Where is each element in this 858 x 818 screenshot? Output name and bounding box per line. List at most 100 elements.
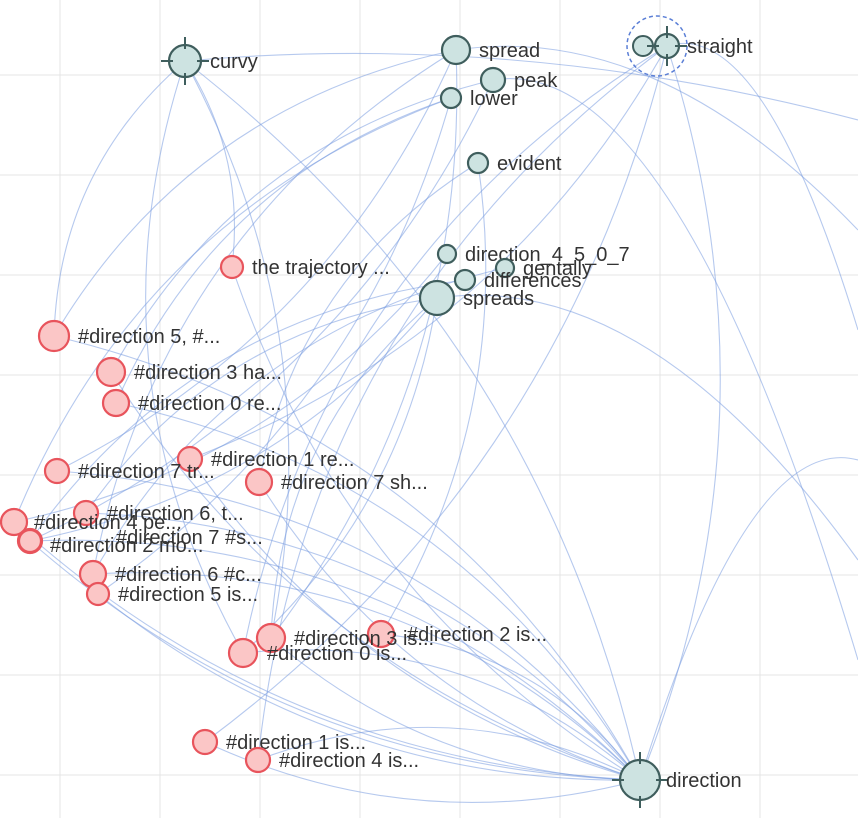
doc-node-label: #direction 4 is... [279, 750, 419, 772]
doc-node-label: #direction 7 sh... [281, 472, 428, 494]
doc-node-marker [244, 467, 274, 497]
edge-spreads-d10 [29, 297, 438, 542]
doc-node-d8[interactable]: #direction 6, t... [72, 499, 244, 527]
doc-node-marker [101, 388, 131, 418]
edge-differences-d11 [29, 279, 466, 542]
doc-node-d3[interactable]: #direction 3 ha... [95, 356, 282, 388]
doc-node-d4[interactable]: #direction 0 re... [101, 388, 281, 418]
doc-node-marker [366, 619, 396, 649]
edge-spread-d12 [92, 49, 457, 575]
doc-node-marker [227, 637, 259, 669]
edge-direction-d12 [92, 572, 641, 781]
edge-straight-direction [639, 45, 721, 781]
doc-node-d9[interactable]: #direction 4 pe... [0, 507, 182, 537]
term-node-spreads[interactable]: spreads [418, 279, 534, 317]
doc-node-marker [176, 445, 204, 473]
edge-spread-d2 [53, 49, 457, 337]
doc-node-d7[interactable]: #direction 7 sh... [244, 467, 428, 497]
term-node-marker [479, 66, 507, 94]
doc-node-d2[interactable]: #direction 5, #... [37, 319, 220, 353]
doc-node-d18[interactable]: #direction 4 is... [244, 746, 419, 774]
term-node-spread[interactable]: spread [440, 34, 540, 66]
doc-node-d13[interactable]: #direction 5 is... [85, 581, 258, 607]
edge-direction-d4 [115, 402, 641, 781]
doc-node-label: #direction 2 is... [407, 624, 547, 646]
edge-peak-d11 [29, 79, 494, 542]
doc-node-label: #direction 5, #... [78, 326, 220, 348]
edge-curvy-offscreen [184, 52, 858, 121]
doc-node-label: #direction 4 pe... [34, 512, 182, 534]
doc-node-d15[interactable]: #direction 3 is... [255, 622, 434, 654]
doc-node-d16[interactable]: #direction 0 is... [227, 637, 407, 669]
doc-node-marker [219, 254, 245, 280]
doc-node-d1[interactable]: the trajectory ... [219, 254, 390, 280]
term-node-marker [466, 151, 490, 175]
edge-curvy-d15 [184, 60, 290, 639]
edge-lower-d9 [13, 97, 452, 523]
edge-straight-offscreen [666, 42, 858, 331]
term-node-marker [440, 34, 472, 66]
term-node-marker [494, 257, 516, 279]
term-node-marker [436, 243, 458, 265]
doc-node-d6[interactable]: #direction 7 tr... [43, 457, 215, 485]
term-node-label: curvy [210, 51, 258, 73]
term-node-gentally[interactable]: gentally [494, 257, 592, 280]
edge-lower-d13 [97, 97, 452, 595]
edge-direction-d10 [29, 539, 641, 781]
doc-node-d5[interactable]: #direction 1 re... [176, 445, 354, 473]
doc-node-marker [72, 499, 100, 527]
term-node-marker [418, 279, 456, 317]
doc-node-d12[interactable]: #direction 6 #c... [78, 559, 262, 589]
term-node-differences[interactable]: differences [453, 268, 581, 292]
doc-node-marker [85, 581, 111, 607]
doc-node-marker [255, 622, 287, 654]
edge-curvy-direction [184, 60, 641, 781]
edge-direction-d1 [231, 266, 641, 781]
edge-direction-d14 [380, 633, 641, 781]
doc-node-label: #direction 6, t... [107, 503, 244, 525]
node-layer: the trajectory ... #direction 5, #... #dir… [0, 15, 753, 808]
edge-straight-d16 [242, 45, 668, 654]
edge-peak-d3 [110, 79, 494, 373]
edge-spread-d6 [56, 49, 457, 472]
doc-node-label: #direction 5 is... [118, 584, 258, 606]
edge-lower-d4 [115, 97, 452, 404]
term-node-straight[interactable]: straight [626, 15, 753, 77]
term-node-peak[interactable]: peak [479, 66, 558, 94]
doc-node-marker [244, 746, 272, 774]
edge-curvy-d2 [53, 60, 186, 337]
doc-node-label: #direction 6 #c... [115, 564, 262, 586]
term-node-direction[interactable]: direction [612, 752, 742, 808]
edge-spreads-d15 [270, 297, 438, 639]
term-node-evident[interactable]: evident [466, 151, 562, 175]
doc-node-marker [191, 728, 219, 756]
term-node-marker [618, 758, 662, 802]
doc-node-d14[interactable]: #direction 2 is... [366, 619, 547, 649]
edge-curvy-d1 [184, 60, 236, 268]
doc-node-label: the trajectory ... [252, 257, 390, 279]
edge-evident-d7 [258, 162, 479, 483]
doc-node-label: #direction 2 mo... [50, 535, 203, 557]
edge-spreads-offscreen [436, 294, 858, 561]
doc-node-marker [43, 457, 71, 485]
doc-node-label: #direction 3 is... [294, 628, 434, 650]
edge-spreads-d16 [242, 297, 438, 654]
edge-direction-d2 [53, 335, 641, 781]
doc-node-label: #direction 7 tr... [78, 461, 215, 483]
edge-direction-d13 [97, 593, 641, 781]
term-node-curvy[interactable]: curvy [161, 37, 258, 85]
term-node-marker [453, 268, 477, 292]
edge-direction-d5 [189, 458, 641, 781]
edge-spread-d15 [270, 49, 458, 639]
edge-evident-d14 [380, 162, 487, 635]
edge-direction-offscreen [639, 457, 858, 781]
term-node-label: spreads [463, 288, 534, 310]
term-node-marker [439, 86, 463, 110]
doc-node-d11[interactable]: #direction 2 mo... [17, 528, 203, 557]
edge-direction-d7 [258, 481, 641, 781]
doc-node-marker [17, 528, 43, 554]
term-node-lower[interactable]: lower [439, 86, 518, 110]
doc-node-label: #direction 0 is... [267, 643, 407, 665]
